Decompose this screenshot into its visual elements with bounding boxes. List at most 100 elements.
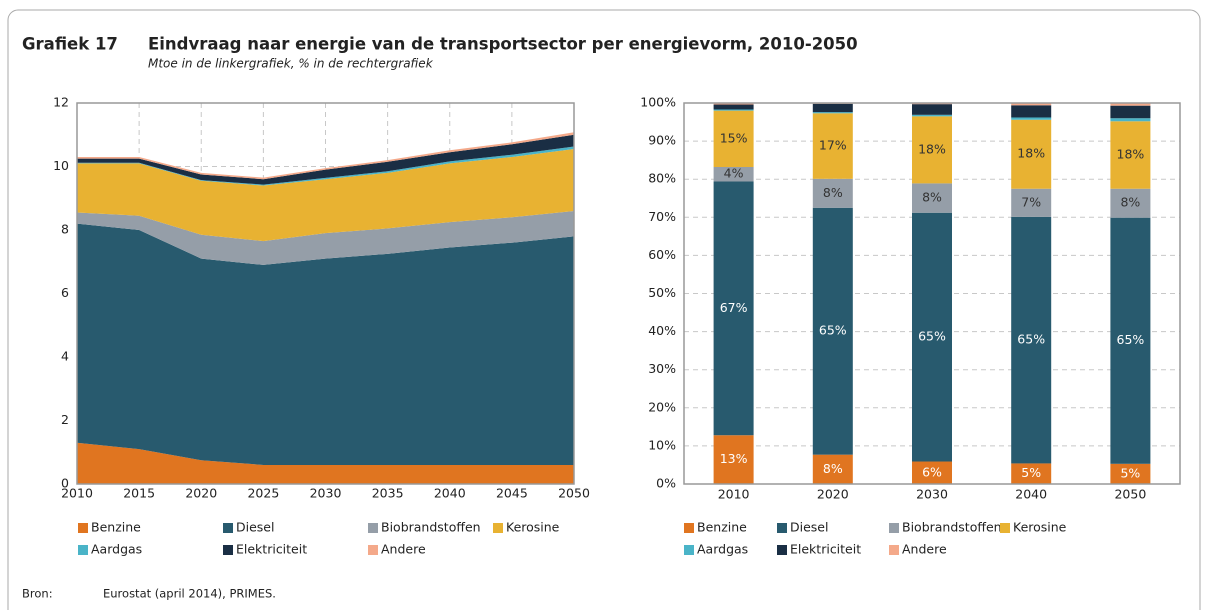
bar-segment [713,110,754,168]
y-tick-label: 30% [648,361,676,376]
area [77,223,574,465]
bar-segment [812,207,853,455]
legend-swatch [223,545,233,555]
legend-label: Biobrandstoffen [902,520,1002,535]
y-tick-label: 12 [53,95,69,110]
x-tick-label: 2015 [123,486,155,501]
value-label: 67% [720,300,748,315]
source: Eurostat (april 2014), PRIMES. [103,587,276,601]
value-label: 65% [1117,332,1145,347]
legend-swatch [368,523,378,533]
value-label: 65% [819,323,847,338]
bar-segment [812,103,853,113]
value-label: 15% [720,130,748,145]
y-tick-label: 4 [61,349,69,364]
bar-segment [713,435,754,484]
x-tick-label: 2045 [496,486,528,501]
value-label: 65% [1017,332,1045,347]
legend-swatch [223,523,233,533]
y-tick-label: 90% [648,133,676,148]
x-tick-label: 2040 [434,486,466,501]
bar-segment [912,104,952,115]
value-label: 6% [922,464,942,479]
value-label: 8% [1120,195,1140,210]
figure-title: Eindvraag naar energie van de transports… [148,35,858,54]
area [77,210,574,265]
y-tick-label: 60% [648,247,676,262]
source-label: Bron: [22,587,53,601]
bar-segment [1011,463,1052,484]
value-label: 18% [918,141,946,156]
legend-label: Benzine [697,520,747,535]
y-tick-label: 2 [61,412,69,427]
bar-segment [713,104,754,110]
bar-segment [1011,117,1052,120]
y-tick-label: 6 [61,285,69,300]
value-label: 5% [1021,465,1041,480]
legend-swatch [1000,523,1010,533]
area [77,134,574,185]
legend-label: Kerosine [1013,520,1067,535]
bar-segment [812,113,853,179]
value-label: 18% [1117,147,1145,162]
value-label: 4% [724,166,744,181]
x-tick-label: 2010 [61,486,93,501]
x-tick-label: 2030 [310,486,342,501]
legend-label: Diesel [790,520,828,535]
y-tick-label: 0% [656,476,676,491]
legend-label: Andere [902,542,947,557]
bar-segment [812,112,853,114]
legend-label: Andere [381,542,426,557]
y-tick-label: 100% [640,95,676,110]
figure-label: Grafiek 17 [22,35,118,54]
y-tick-label: 70% [648,209,676,224]
plot-border [683,102,1181,485]
bar-segment [1110,103,1151,106]
bar-segment [1110,121,1151,189]
legend-label: Aardgas [91,542,142,557]
legend-swatch [78,523,88,533]
legend-swatch [684,523,694,533]
bar-segment [713,103,754,105]
legend-swatch [368,545,378,555]
value-label: 65% [918,329,946,344]
legend-label: Elektriciteit [236,542,307,557]
value-label: 8% [823,185,843,200]
value-label: 18% [1017,146,1045,161]
bar-segment [912,183,952,213]
bar-segment [1011,103,1052,106]
y-tick-label: 8 [61,222,69,237]
x-tick-label: 2010 [718,487,750,502]
bar-segment [713,109,754,111]
legend-label: Diesel [236,520,274,535]
bar-segment [1110,217,1151,464]
value-label: 5% [1120,465,1140,480]
bar-segment [1011,188,1052,217]
x-tick-label: 2030 [916,487,948,502]
x-tick-label: 2050 [558,486,590,501]
bar-segment [1110,105,1151,119]
x-tick-label: 2020 [185,486,217,501]
y-tick-label: 80% [648,171,676,186]
bar-segment [1110,463,1151,484]
plot-border [76,102,575,485]
legend-swatch [777,523,787,533]
y-tick-label: 0 [61,476,69,491]
legend-swatch [78,545,88,555]
bar-segment [812,178,853,208]
bar-segment [1011,216,1052,464]
frame [7,9,1201,610]
bar-segment [1011,105,1052,118]
bar-segment [1110,188,1151,218]
y-tick-label: 50% [648,285,676,300]
bar-segment [912,116,952,184]
bar-segment [713,167,754,182]
legend-label: Aardgas [697,542,748,557]
bar-segment [912,114,952,117]
legend-label: Biobrandstoffen [381,520,481,535]
x-tick-label: 2040 [1015,487,1047,502]
x-tick-label: 2050 [1114,487,1146,502]
legend-swatch [493,523,503,533]
value-label: 17% [819,138,847,153]
area [77,149,574,242]
